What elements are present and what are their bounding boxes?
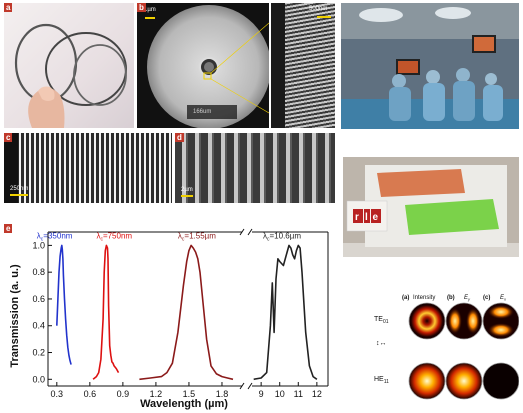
scale-bar-b — [145, 17, 155, 19]
x-tick-label: 9 — [259, 389, 264, 399]
panel-c-sem: 250nm c — [4, 133, 172, 203]
y-tick-label: 0.2 — [32, 348, 45, 358]
panel-label-a: a — [4, 3, 13, 12]
transmission-chart: Transmission (a. u.) Wavelength (µm) 0.0… — [9, 228, 329, 410]
panel-b-sem: 1µm 166um b — [137, 3, 269, 128]
panel-label-e: e — [4, 224, 13, 233]
series-label-1: λc=750nm — [96, 232, 132, 243]
x-tick-label: 1.5 — [183, 389, 196, 399]
panel-label-d: d — [175, 133, 184, 142]
scale-text-c: 250nm — [10, 186, 29, 192]
x-tick-label: 11 — [294, 389, 303, 399]
y-tick-label: 0.8 — [32, 267, 45, 277]
series-line-0 — [56, 244, 72, 365]
scale-bar-b-inset — [317, 16, 331, 18]
x-axis-label: Wavelength (µm) — [140, 398, 228, 410]
scale-bar-d — [181, 195, 193, 197]
scale-text-b-inset: 500nm — [309, 6, 328, 12]
axis-break-mark — [239, 382, 245, 390]
mode-row-te01: TE01 — [374, 316, 389, 325]
panel-e-chart: Transmission (a. u.) Wavelength (µm) 0.0… — [4, 224, 334, 410]
mode-row-he11: HE11 — [374, 376, 389, 385]
fiber-cross-section — [147, 5, 269, 128]
x-tick-label: 1.2 — [150, 389, 163, 399]
mode-header-intensity: Intensity — [413, 295, 435, 301]
axis-break-mark — [239, 228, 245, 236]
operating-room-illustration — [341, 3, 519, 129]
axis-break-mark — [247, 382, 253, 390]
mode-header-ex: Ex — [500, 295, 507, 302]
scale-text-d: 2µm — [181, 187, 193, 193]
series-label-3: λc=10.6µm — [263, 232, 301, 243]
fiber-loops-illustration — [14, 23, 127, 128]
panel-d-sem: 2µm d — [175, 133, 335, 203]
panel-label-c: c — [4, 133, 13, 142]
svg-text:e: e — [373, 212, 379, 223]
x-tick-label: 10 — [275, 389, 285, 399]
axis-break-mark — [247, 228, 253, 236]
svg-text:l: l — [365, 212, 368, 223]
x-tick-label: 1.8 — [216, 389, 229, 399]
scale-text-b-lower: 166um — [193, 109, 212, 115]
mode-header-ey: Ey — [464, 295, 471, 302]
y-axis-label: Transmission (a. u.) — [9, 264, 21, 368]
panel-a-photo: a — [4, 3, 134, 128]
mode-profile-grid: (a) Intensity (b) Ey (c) Ex TE01 ↕↔ HE11 — [374, 295, 519, 400]
series-line-1 — [92, 244, 120, 380]
mode-header-a: (a) — [402, 295, 409, 301]
series-line-2 — [139, 244, 234, 381]
surgery-photo — [341, 3, 519, 129]
svg-text:r: r — [355, 212, 359, 223]
scale-bar-c — [10, 194, 28, 196]
mode-header-c: (c) — [483, 295, 490, 301]
panel-label-b: b — [137, 3, 146, 12]
series-label-0: λc=350nm — [37, 232, 73, 243]
x-tick-label: 12 — [312, 389, 322, 399]
y-tick-label: 0.0 — [32, 374, 45, 384]
fiber-bundles-illustration: r l e — [343, 157, 519, 257]
series-line-3 — [253, 244, 318, 381]
rle-logo: r l e — [353, 209, 381, 223]
axis-glyph: ↕↔ — [376, 340, 387, 347]
y-tick-label: 1.0 — [32, 240, 45, 250]
scale-text-b: 1µm — [144, 7, 156, 13]
panel-b-inset: 500nm — [271, 3, 335, 128]
series-label-2: λc=1.55µm — [178, 232, 216, 243]
y-tick-label: 0.6 — [32, 294, 45, 304]
x-tick-label: 0.6 — [84, 389, 97, 399]
x-tick-label: 0.9 — [117, 389, 130, 399]
mode-header-b: (b) — [447, 295, 455, 301]
fiber-bundles-photo: r l e — [343, 157, 519, 257]
y-tick-label: 0.4 — [32, 321, 45, 331]
x-tick-label: 0.3 — [51, 389, 64, 399]
mode-profiles: (a) Intensity (b) Ey (c) Ex TE01 ↕↔ HE11 — [368, 291, 519, 410]
